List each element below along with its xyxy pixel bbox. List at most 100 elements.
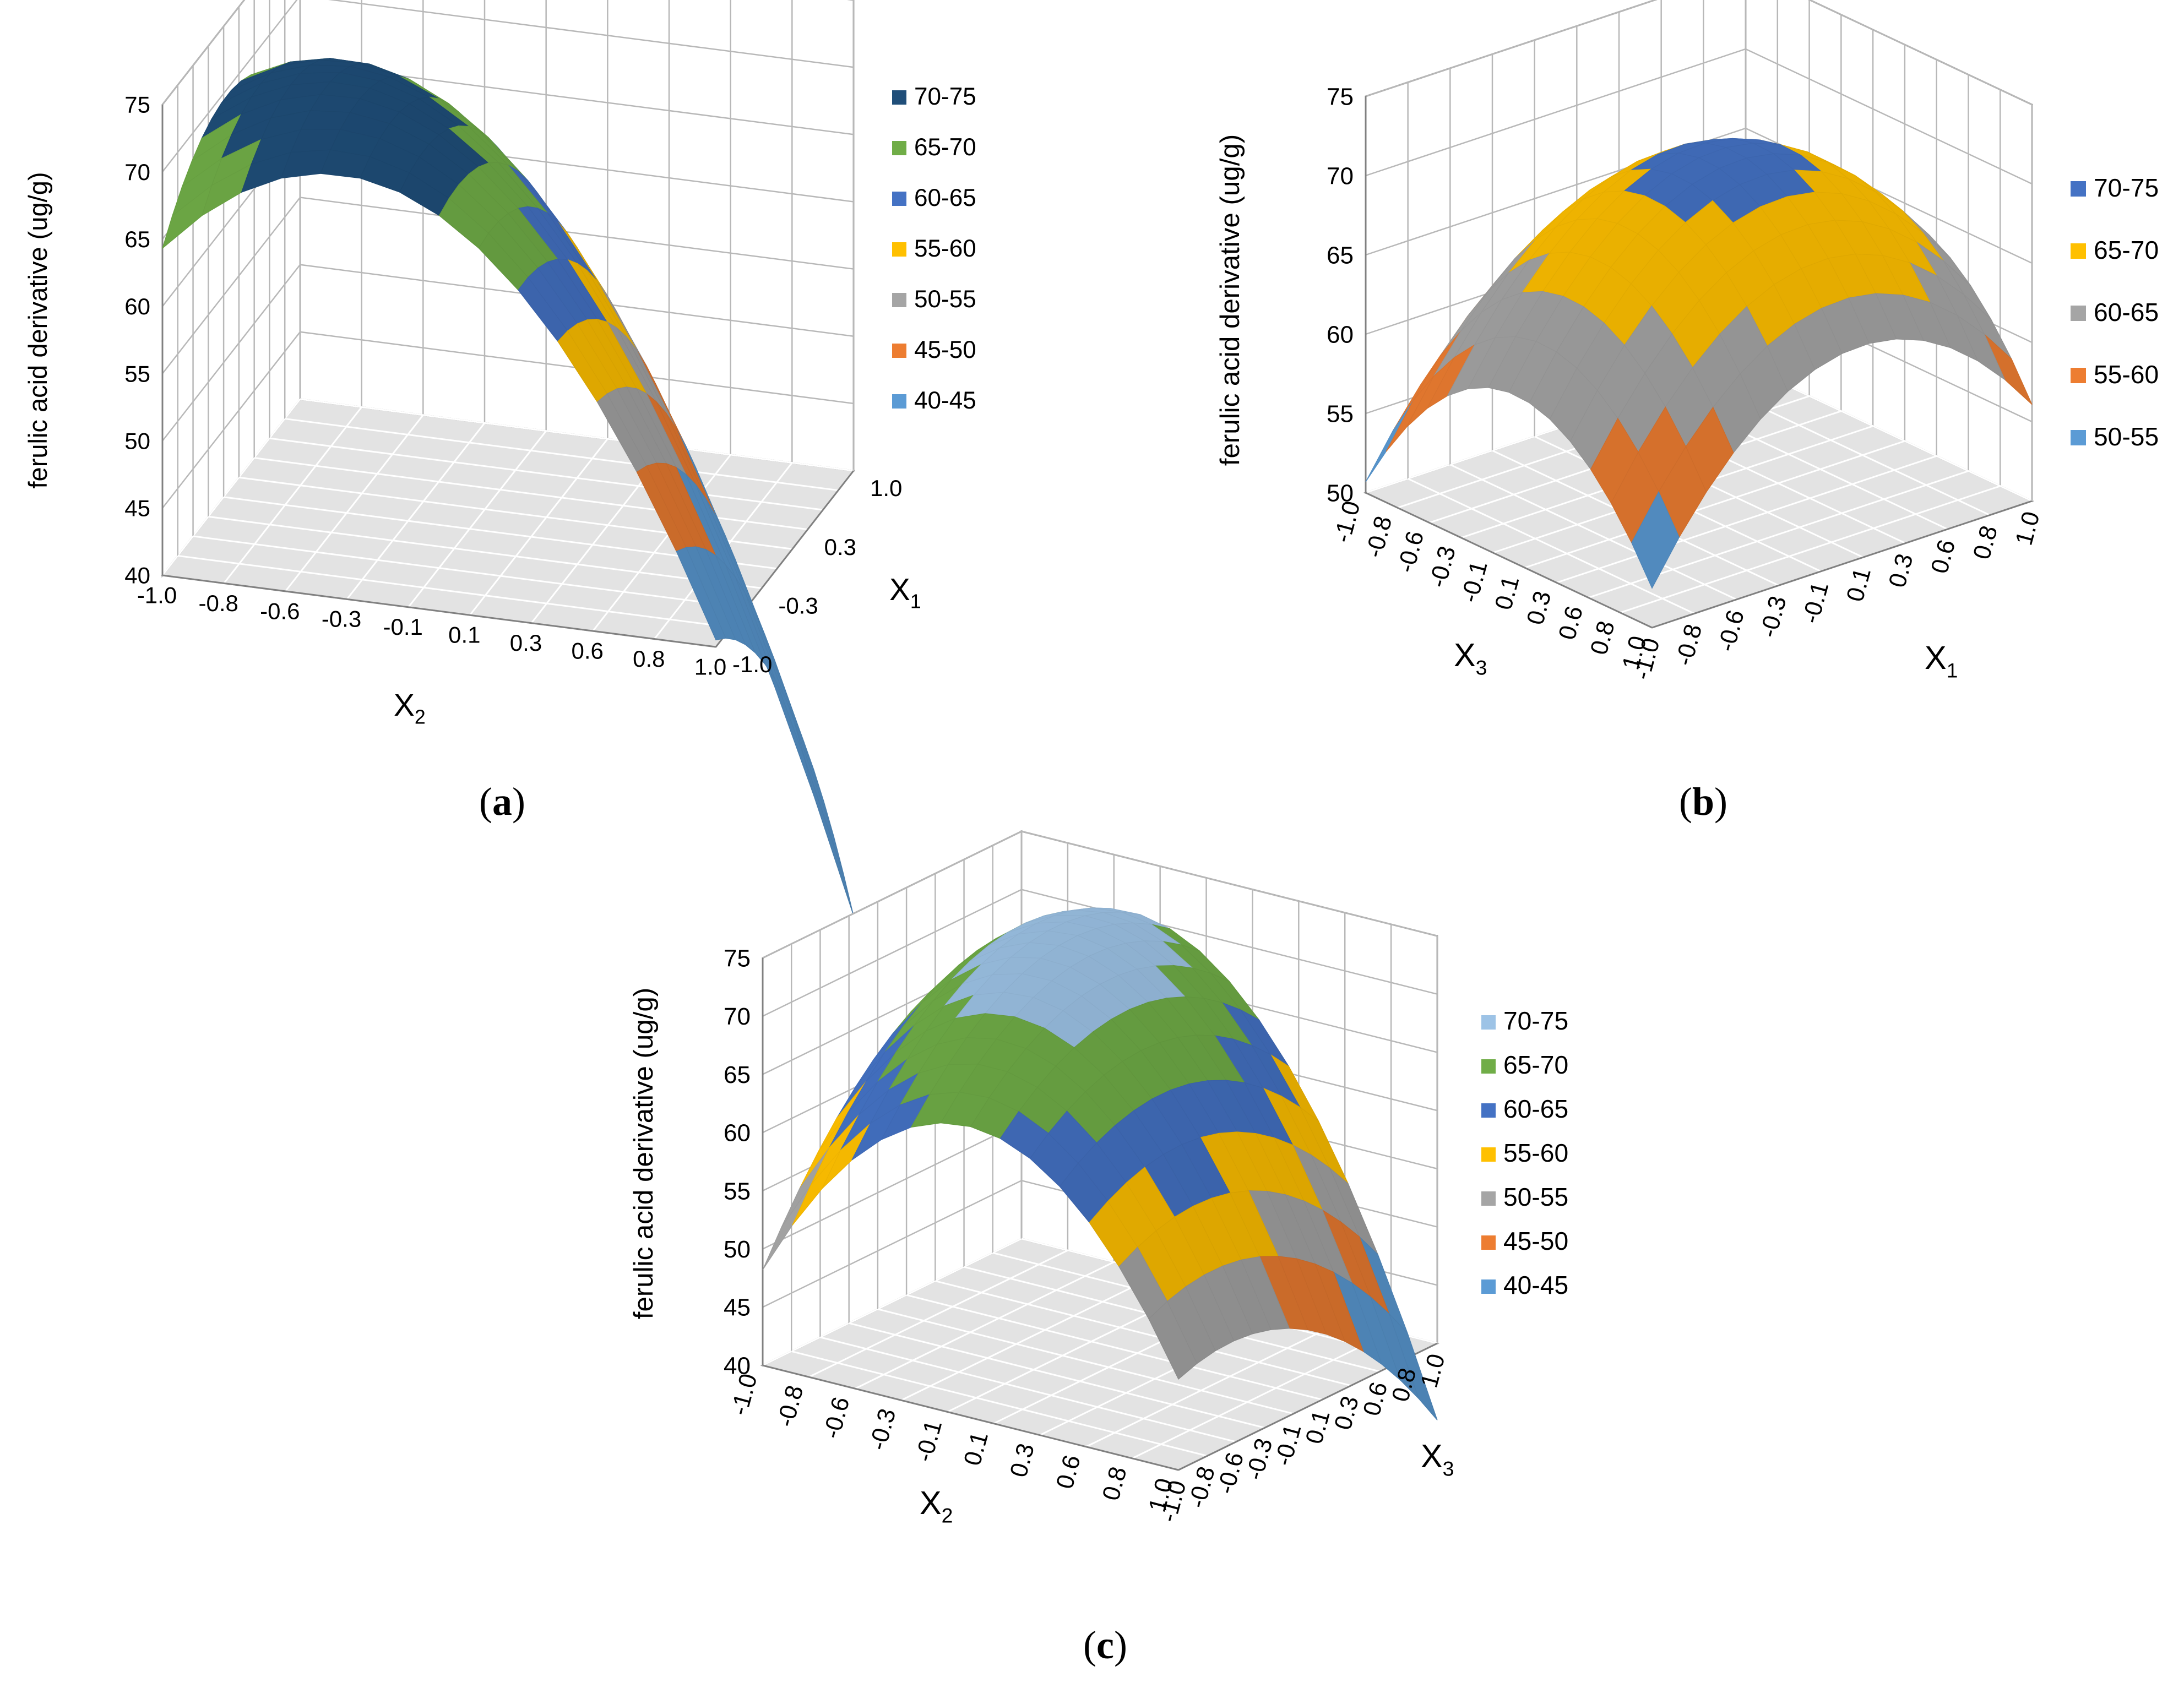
legend-label: 50-55 (914, 286, 976, 313)
z-tick-label: 65 (124, 226, 150, 252)
x-tick-label: 0.1 (1490, 573, 1524, 613)
surface-patch (1631, 491, 1680, 589)
floor-gridline (1620, 485, 2001, 614)
floor-gridline (1408, 478, 1695, 614)
legend-label: 50-55 (1503, 1183, 1568, 1211)
x-tick-label: 0.6 (1051, 1452, 1086, 1492)
z-tick-label: 65 (724, 1061, 751, 1088)
surface-patch (1148, 1300, 1198, 1380)
x-tick-label: -0.6 (818, 1394, 855, 1441)
floor-gridline (408, 430, 547, 608)
surface-patch (803, 757, 854, 916)
floor-gridline (762, 1238, 1022, 1366)
y-tick-label: 0.1 (1301, 1407, 1335, 1447)
floor-gridline (808, 1249, 1068, 1378)
y-tick-label: 0.6 (1358, 1379, 1393, 1419)
x-tick-label: 0.6 (571, 638, 603, 664)
z-tick-label: 60 (724, 1120, 751, 1147)
legend-label: 50-55 (2094, 422, 2159, 451)
legend-swatch (892, 293, 906, 307)
z-tick-label: 40 (124, 563, 150, 589)
floor-gridline (223, 406, 362, 584)
surface-patch (676, 547, 726, 641)
floor-gridline (1085, 1319, 1345, 1448)
z-tick-label: 45 (724, 1294, 751, 1321)
z-tick-label: 50 (124, 428, 150, 454)
z-tick-label: 55 (124, 361, 150, 386)
x-tick-label: 0.8 (1585, 618, 1620, 658)
z-tick-label: 75 (724, 945, 751, 972)
legend-label: 70-75 (2094, 173, 2159, 202)
z-axis-title: ferulic acid derivative (ug/g) (628, 988, 659, 1319)
legend-swatch (892, 90, 906, 105)
legend-label: 65-70 (914, 134, 976, 161)
y-tick-label: 0.3 (824, 534, 856, 560)
x-tick-label: -0.6 (1392, 528, 1429, 575)
floor-gridline (285, 418, 839, 492)
floor-gridline (269, 437, 823, 511)
z-tick-label: 70 (1327, 162, 1354, 189)
x-tick-label: -1.0 (137, 582, 177, 608)
legend-swatch (2071, 430, 2086, 445)
y-tick-label: 0.1 (1841, 565, 1876, 605)
legend-swatch (1481, 1279, 1496, 1294)
x-tick-label: -0.1 (383, 614, 422, 640)
x-tick-label: -0.1 (1456, 558, 1493, 606)
x-tick-label: 0.3 (1005, 1441, 1040, 1480)
legend-swatch (892, 192, 906, 206)
y-tick-label: -0.3 (1755, 593, 1792, 640)
floor-gridline (193, 535, 747, 609)
floor-gridline (208, 515, 762, 589)
x-tick-label: -0.3 (322, 606, 361, 632)
floor-gridline (1132, 1331, 1392, 1460)
y-tick-label: -0.1 (1797, 579, 1834, 627)
legend-swatch (892, 394, 906, 409)
x-tick-label: -0.8 (198, 590, 238, 616)
floor-gridline (177, 554, 731, 628)
y-tick-label: -0.1 (1270, 1422, 1307, 1469)
z-axis-title: ferulic acid derivative (ug/g) (23, 172, 52, 488)
legend-swatch (892, 141, 906, 155)
z-axis-title: ferulic acid derivative (ug/g) (1215, 134, 1245, 466)
y-tick-label: -1.0 (732, 651, 772, 677)
surface-plot-b: 505560657075-1.0-0.8-0.6-0.3-0.10.10.30.… (1215, 0, 2159, 683)
y-tick-label: 0.3 (1329, 1393, 1364, 1433)
floor-gridline (346, 422, 486, 600)
legend-label: 40-45 (1503, 1271, 1568, 1299)
x-axis-title: X1 (1925, 639, 1958, 682)
floor-gridline (1524, 440, 1905, 569)
legend-label: 40-45 (914, 387, 976, 414)
legend: 70-75 65-70 60-65 55-60 50-55 45-50 40-45 (892, 83, 976, 414)
legend-swatch (2071, 243, 2086, 259)
floor-gridline (906, 1294, 1323, 1401)
legend-label: 65-70 (1503, 1050, 1568, 1079)
z-tick-label: 55 (724, 1178, 751, 1205)
x-tick-label: -0.8 (1360, 513, 1397, 560)
y-axis-line (1651, 500, 2033, 629)
x-tick-label: 1.0 (694, 654, 726, 679)
floor-gridline (849, 1322, 1265, 1429)
y-axis-title: X1 (889, 573, 921, 613)
z-tick-label: 75 (124, 92, 150, 118)
x-axis-title: X2 (920, 1484, 953, 1527)
x-tick-label: 0.3 (510, 630, 542, 656)
y-tick-label: 1.0 (2010, 509, 2045, 548)
floor-gridline (901, 1272, 1161, 1401)
y-tick-label: 0.3 (1883, 551, 1918, 591)
legend-swatch (2071, 368, 2086, 383)
floor-gridline (1449, 464, 1737, 601)
caption-c: (c) (1083, 1623, 1127, 1667)
floor-gridline (285, 414, 424, 592)
z-tick-label: 60 (1327, 321, 1354, 348)
caption-b: (b) (1679, 780, 1727, 824)
caption-a: (a) (479, 780, 525, 824)
legend-label: 45-50 (1503, 1227, 1568, 1255)
z-tick-label: 65 (1327, 242, 1354, 269)
x-tick-label: 0.1 (959, 1429, 993, 1468)
x-tick-label: 0.3 (1522, 588, 1556, 628)
legend-label: 70-75 (914, 83, 976, 110)
floor-gridline (469, 438, 609, 616)
legend-label: 60-65 (2094, 298, 2159, 326)
